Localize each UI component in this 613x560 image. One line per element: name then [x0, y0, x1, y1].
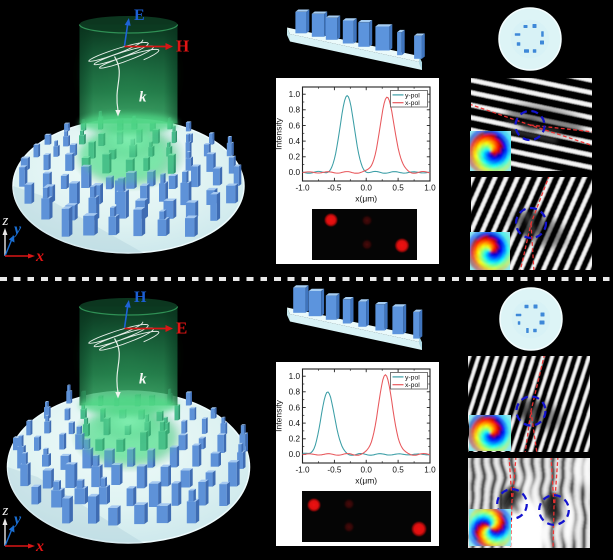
- svg-text:x(μm): x(μm): [355, 476, 377, 486]
- svg-text:1.0: 1.0: [289, 90, 301, 99]
- svg-text:0.0: 0.0: [289, 168, 301, 177]
- svg-text:0.0: 0.0: [361, 466, 373, 475]
- svg-text:z: z: [2, 503, 9, 519]
- svg-text:Intensity: Intensity: [275, 399, 284, 431]
- svg-text:1.0: 1.0: [424, 184, 436, 193]
- svg-text:0.2: 0.2: [289, 435, 301, 444]
- svg-text:y: y: [12, 221, 22, 238]
- svg-text:0.8: 0.8: [289, 388, 301, 397]
- svg-text:x(μm): x(μm): [355, 194, 377, 204]
- svg-text:-1.0: -1.0: [295, 466, 310, 475]
- svg-text:1.0: 1.0: [289, 372, 301, 381]
- svg-text:x: x: [35, 538, 44, 554]
- svg-text:0.0: 0.0: [361, 184, 373, 193]
- svg-text:k: k: [139, 90, 147, 106]
- svg-text:-0.5: -0.5: [327, 184, 342, 193]
- svg-text:E: E: [176, 319, 187, 338]
- svg-text:x-pol: x-pol: [405, 100, 420, 107]
- svg-text:0.2: 0.2: [289, 153, 301, 162]
- svg-text:0.6: 0.6: [289, 121, 301, 130]
- svg-text:x: x: [35, 248, 44, 264]
- svg-text:k: k: [139, 372, 147, 388]
- svg-text:0.6: 0.6: [289, 403, 301, 412]
- svg-text:y: y: [12, 511, 22, 528]
- svg-text:-1.0: -1.0: [295, 184, 310, 193]
- svg-text:H: H: [134, 289, 147, 306]
- svg-text:Intensity: Intensity: [275, 117, 284, 149]
- svg-text:0.4: 0.4: [289, 137, 301, 146]
- svg-text:x-pol: x-pol: [405, 382, 420, 389]
- svg-text:y-pol: y-pol: [405, 374, 420, 381]
- svg-text:0.8: 0.8: [289, 106, 301, 115]
- svg-text:E: E: [134, 7, 145, 24]
- svg-text:H: H: [176, 37, 189, 56]
- svg-text:0.5: 0.5: [392, 184, 404, 193]
- svg-text:0.0: 0.0: [289, 450, 301, 459]
- svg-text:0.5: 0.5: [392, 466, 404, 475]
- svg-text:0.4: 0.4: [289, 419, 301, 428]
- svg-text:z: z: [2, 213, 9, 229]
- svg-text:y-pol: y-pol: [405, 92, 420, 99]
- svg-text:1.0: 1.0: [424, 466, 436, 475]
- svg-text:-0.5: -0.5: [327, 466, 342, 475]
